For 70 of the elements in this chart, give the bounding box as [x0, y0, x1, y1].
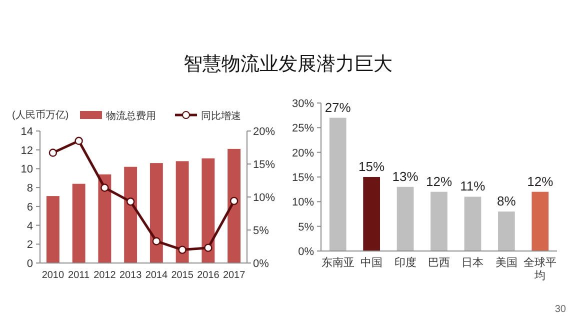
bar	[363, 177, 380, 251]
bar	[430, 192, 448, 251]
x-tick-label: 2017	[222, 270, 246, 281]
point	[204, 244, 212, 252]
y-tick-label: 14	[20, 126, 33, 138]
y-tick-label: 0	[26, 258, 33, 270]
bar	[150, 163, 163, 263]
point	[48, 148, 58, 157]
x-tick-label: 2016	[197, 270, 220, 281]
bar	[98, 174, 112, 263]
x-tick-label: 2014	[145, 270, 168, 281]
point	[74, 136, 83, 145]
x-tick-label: 2010	[42, 270, 64, 281]
point	[178, 246, 186, 254]
bar	[498, 212, 515, 251]
y-axis-title: (人民币万亿)	[12, 109, 69, 121]
y-tick-label: 10	[20, 164, 33, 176]
bar	[202, 158, 215, 263]
bar	[228, 148, 241, 263]
y-tick-label: 20%	[292, 147, 314, 160]
data-label: 27%	[324, 100, 352, 115]
data-label: 15%	[358, 159, 386, 174]
point	[126, 198, 135, 206]
x-tick-label: 中国	[360, 256, 383, 269]
legend-label: 同比增速	[201, 110, 241, 122]
x-tick-label: 2012	[94, 270, 116, 281]
y-tick-label: 8	[26, 182, 33, 195]
y-tick-label: 5%	[298, 221, 314, 234]
x-tick-label: 2011	[68, 270, 90, 281]
x-tick-label: 2013	[119, 270, 142, 281]
x-tick-label: 东南亚	[321, 256, 354, 269]
bar	[464, 196, 482, 251]
x-tick-label: 巴西	[428, 257, 450, 269]
bar	[396, 186, 414, 251]
point	[100, 184, 109, 192]
y-tick-label: 30%	[292, 98, 314, 110]
x-tick-label: 全球平均	[524, 256, 557, 282]
data-label: 13%	[392, 168, 419, 184]
y2-tick-label: 20%	[253, 126, 276, 138]
y2-tick-label: 5%	[253, 225, 270, 237]
y-tick-label: 10%	[292, 196, 314, 209]
x-tick-label: 日本	[462, 256, 484, 269]
data-label: 8%	[497, 194, 516, 209]
y-tick-label: 15%	[292, 172, 314, 184]
data-label: 12%	[426, 174, 452, 189]
y-tick-label: 0%	[298, 246, 314, 258]
point	[152, 237, 161, 246]
bar	[46, 196, 60, 263]
bar	[124, 166, 138, 263]
y-tick-label: 6	[26, 201, 33, 214]
point	[230, 196, 238, 206]
data-label: 11%	[460, 178, 486, 194]
x-tick-label: 美国	[495, 256, 518, 269]
x-tick-label: 2015	[171, 270, 194, 281]
text: 30	[554, 304, 566, 315]
y2-tick-label: 15%	[253, 159, 276, 171]
y-tick-label: 12	[20, 144, 33, 157]
y-tick-label: 25%	[292, 122, 314, 135]
bar	[532, 192, 549, 251]
bar	[329, 118, 346, 251]
text: 智慧物流业发展潜力巨大	[184, 53, 392, 75]
y-tick-label: 2	[26, 239, 33, 252]
y2-tick-label: 0%	[253, 258, 270, 270]
bar	[72, 184, 86, 263]
legend-label: 物流总费用	[106, 110, 156, 122]
y2-tick-label: 10%	[253, 192, 276, 204]
y-tick-label: 4	[26, 220, 33, 232]
data-label: 12%	[527, 174, 554, 189]
x-tick-label: 印度	[394, 256, 416, 269]
bar	[176, 161, 189, 263]
